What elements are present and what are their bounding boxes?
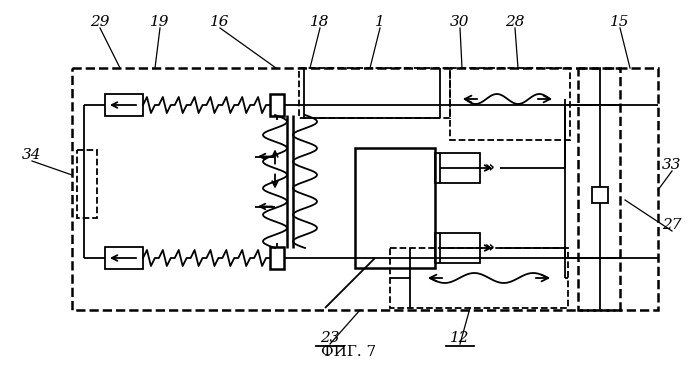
Text: 19: 19 bbox=[150, 15, 170, 29]
Text: 1: 1 bbox=[375, 15, 385, 29]
Bar bbox=[578, 68, 658, 310]
Text: 33: 33 bbox=[662, 158, 682, 172]
Text: 28: 28 bbox=[505, 15, 525, 29]
Bar bbox=[435, 233, 480, 263]
Bar bbox=[270, 247, 284, 269]
Text: »: » bbox=[485, 161, 495, 176]
Bar bbox=[299, 68, 450, 118]
Bar bbox=[450, 68, 570, 140]
Text: 15: 15 bbox=[610, 15, 630, 29]
Text: 23: 23 bbox=[320, 331, 340, 345]
Text: 30: 30 bbox=[450, 15, 470, 29]
Text: 12: 12 bbox=[450, 331, 470, 345]
Bar bbox=[592, 187, 608, 203]
Bar bbox=[355, 148, 435, 268]
Text: 16: 16 bbox=[210, 15, 230, 29]
Bar bbox=[72, 68, 620, 310]
Text: »: » bbox=[485, 241, 495, 256]
Bar bbox=[390, 248, 568, 308]
Text: 18: 18 bbox=[310, 15, 330, 29]
Text: 27: 27 bbox=[662, 218, 682, 232]
Bar bbox=[270, 94, 284, 116]
Bar bbox=[77, 150, 97, 218]
Text: 34: 34 bbox=[22, 148, 42, 162]
Bar bbox=[435, 153, 480, 183]
Text: 29: 29 bbox=[90, 15, 110, 29]
Bar bbox=[105, 247, 143, 269]
Text: ФИГ. 7: ФИГ. 7 bbox=[322, 345, 377, 359]
Bar bbox=[105, 94, 143, 116]
